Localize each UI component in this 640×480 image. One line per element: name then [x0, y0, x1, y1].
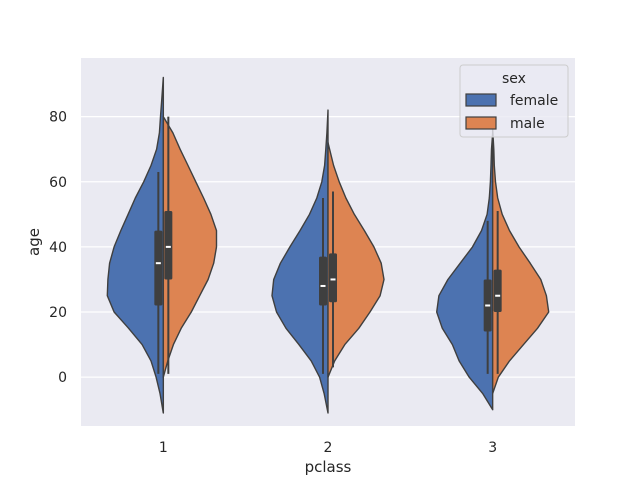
iqr-box-male-1: [164, 211, 173, 280]
violin-half-female-2: [271, 109, 329, 414]
legend-swatch-female: [465, 93, 497, 107]
y-tick-label: 80: [49, 110, 67, 126]
y-tick-label: 20: [49, 305, 67, 321]
x-axis-title: pclass: [305, 458, 352, 476]
legend: sex female male: [459, 64, 569, 138]
inner-boxes: [154, 116, 502, 374]
violin-half-female-3: [436, 132, 494, 411]
y-tick-label: 0: [58, 370, 67, 386]
x-tick-label: 1: [159, 440, 168, 456]
iqr-box-female-2: [319, 256, 327, 306]
x-tick-label: 2: [324, 440, 333, 456]
tick-labels: 0 20 40 60 80 1 2 3: [49, 110, 497, 456]
legend-title: sex: [502, 71, 526, 87]
y-axis-title: age: [25, 228, 43, 256]
x-tick-label: 3: [488, 440, 497, 456]
y-tick-label: 60: [49, 175, 67, 191]
legend-label-female: female: [510, 93, 558, 109]
iqr-box-male-3: [493, 269, 502, 313]
violins: [106, 76, 550, 414]
iqr-box-male-2: [329, 253, 337, 303]
violin-half-female-1: [106, 76, 165, 414]
legend-label-male: male: [510, 116, 545, 132]
iqr-box-female-1: [154, 230, 163, 306]
violin-half-male-3: [491, 128, 550, 395]
y-tick-label: 40: [49, 240, 67, 256]
violin-half-male-1: [162, 115, 218, 378]
violin-half-male-2: [327, 141, 385, 378]
legend-swatch-male: [465, 116, 497, 130]
